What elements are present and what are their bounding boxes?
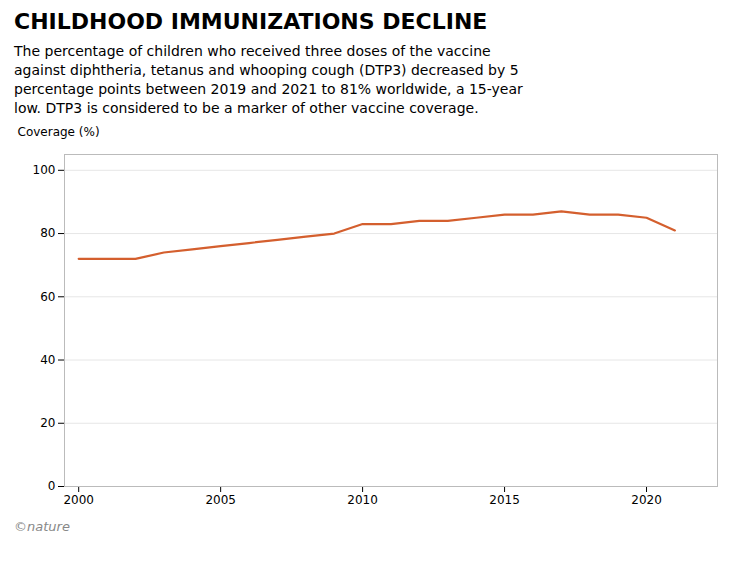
svg-text:2015: 2015 [489,493,520,507]
svg-text:2005: 2005 [205,493,236,507]
svg-text:80: 80 [40,226,55,240]
html-text:CHILDHOOD IMMUNIZATIONS DECLIN: CHILDHOOD IMMUNIZATIONS DECLINE [14,9,488,34]
svg-text:2020: 2020 [631,493,662,507]
svg-text:2000: 2000 [63,493,94,507]
html-text:The percentage of children who: The percentage of children who received … [14,43,523,116]
svg-text:Coverage (%): Coverage (%) [18,125,100,139]
html-text:©nature: ©nature [14,519,70,534]
svg-text:20: 20 [40,416,55,430]
svg-text:2010: 2010 [347,493,378,507]
svg-text:100: 100 [33,163,56,177]
svg-text:0: 0 [48,479,56,493]
svg-text:60: 60 [40,290,55,304]
svg-text:40: 40 [40,353,55,367]
